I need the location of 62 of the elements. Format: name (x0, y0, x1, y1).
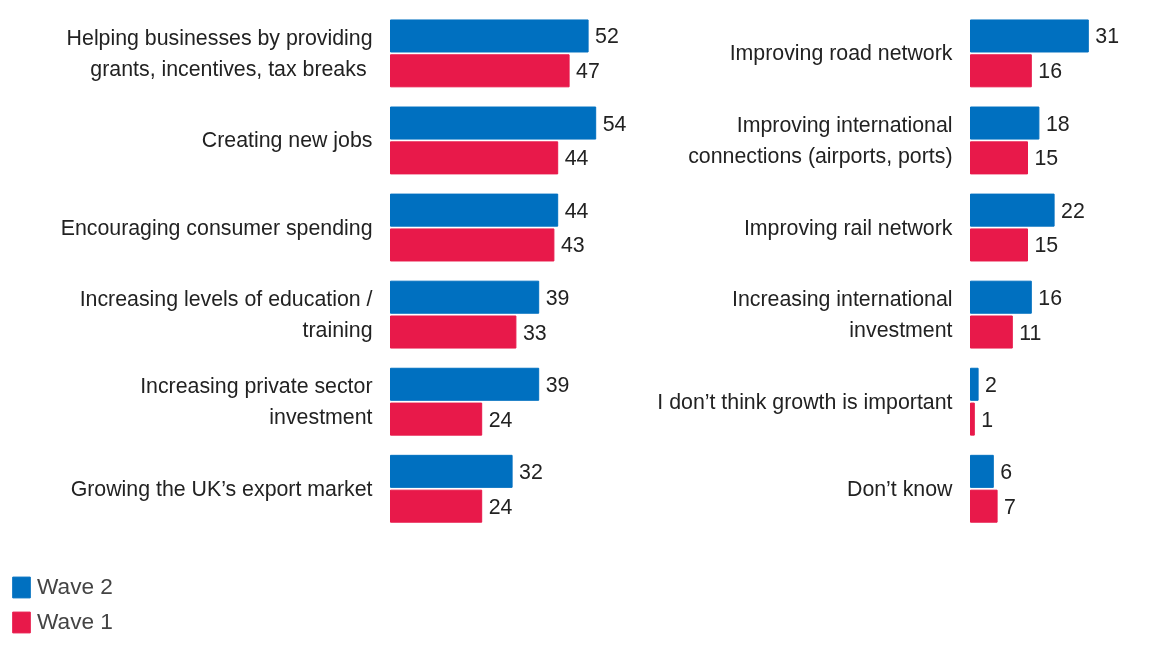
data-label: 52 (595, 24, 619, 49)
y-tick-label: Encouraging consumer spending (60, 215, 373, 240)
data-label: 24 (488, 494, 513, 519)
data-label: 33 (522, 320, 547, 345)
bar (970, 54, 1032, 88)
bar (970, 315, 1013, 349)
bar (390, 315, 517, 349)
y-tick-label: Improving international connections (airports, ports) (688, 112, 953, 169)
bar (970, 280, 1032, 314)
y-tick-label: Creating new jobs (201, 128, 373, 153)
y-tick-label: Helping businesses by providing grants, incentives, tax breaks (66, 25, 373, 81)
data-label: 16 (1038, 59, 1063, 84)
bar (390, 54, 570, 88)
data-label: 24 (488, 407, 513, 432)
bar (390, 106, 597, 140)
data-label: 2 (985, 372, 997, 397)
y-tick-label: Increasing international investment (731, 287, 953, 343)
y-tick-label: Don’t know (846, 476, 954, 501)
data-label: 54 (602, 111, 627, 136)
legend-label: Wave 1 (37, 608, 113, 635)
bar (970, 19, 1089, 53)
bar (970, 228, 1028, 262)
bar (390, 454, 513, 488)
data-label: 16 (1038, 285, 1063, 310)
bar (390, 402, 483, 436)
bar (390, 193, 559, 227)
y-tick-label: Improving road network (729, 41, 953, 66)
data-label: 39 (545, 372, 570, 397)
data-label: 44 (564, 198, 589, 223)
data-label: 44 (564, 146, 589, 171)
data-label: 18 (1045, 111, 1070, 136)
data-label: 47 (576, 59, 600, 84)
bar (970, 141, 1028, 175)
bar (970, 454, 994, 488)
data-label: 31 (1095, 24, 1120, 49)
bar (970, 402, 975, 436)
data-label: 7 (1004, 494, 1016, 519)
data-label: 22 (1061, 198, 1085, 223)
y-tick-label: Increasing private sector investment (140, 374, 373, 430)
bar (970, 106, 1040, 140)
data-label: 15 (1034, 146, 1059, 171)
bar (390, 280, 540, 314)
bar (390, 228, 555, 262)
data-label: 32 (519, 459, 543, 484)
bar (390, 367, 540, 401)
bar (390, 19, 589, 53)
bar (970, 193, 1055, 227)
y-tick-label: Growing the UK’s export market (70, 476, 373, 501)
data-label: 39 (545, 285, 570, 310)
data-label: 15 (1034, 233, 1059, 258)
y-tick-label: Increasing levels of education / training (79, 287, 373, 343)
legend-label: Wave 2 (37, 573, 113, 600)
data-label: 6 (1000, 459, 1013, 484)
bar (390, 141, 559, 175)
bar (390, 489, 483, 523)
data-label: 11 (1019, 320, 1042, 345)
data-label: 43 (560, 233, 585, 258)
bar (970, 367, 979, 401)
y-tick-label: Improving rail network (743, 215, 953, 240)
data-label: 1 (981, 407, 994, 432)
y-tick-label: I don’t think growth is important (657, 389, 953, 414)
bar (970, 489, 998, 523)
